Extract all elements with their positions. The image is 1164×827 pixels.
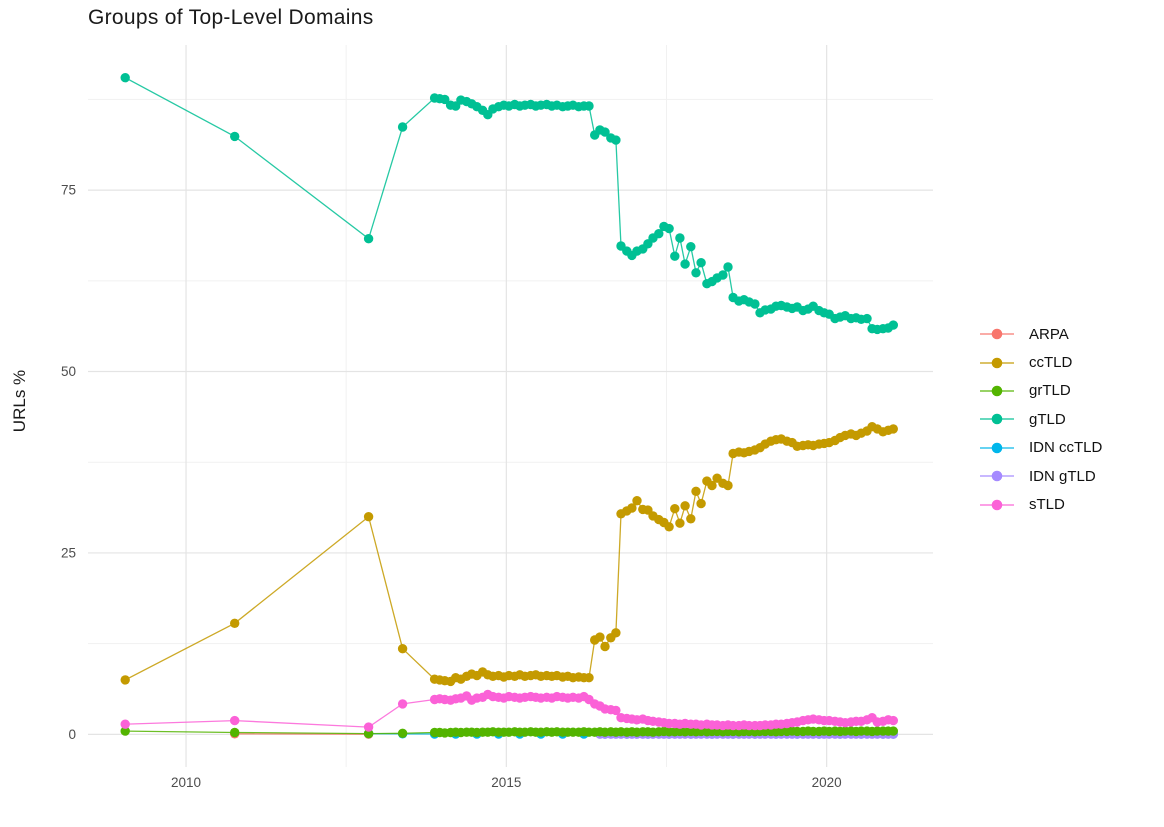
series-point-gtld <box>363 234 374 244</box>
series-point-gtld <box>675 233 685 243</box>
legend-item-grtld: grTLD <box>979 377 1102 405</box>
series-point-stld <box>611 705 621 716</box>
series-point-gtld <box>691 268 701 278</box>
series-point-cctld <box>888 424 898 434</box>
series-point-cctld <box>686 514 696 524</box>
series-point-gtld <box>584 101 594 111</box>
legend-key-dot <box>991 499 1003 510</box>
series-point-cctld <box>627 503 637 513</box>
series-point-cctld <box>707 480 717 491</box>
series-point-gtld <box>600 127 610 137</box>
series-point-cctld <box>363 512 374 522</box>
legend-key-idn-gtld <box>980 470 1014 482</box>
series-point-cctld <box>664 522 674 532</box>
legend-key-cctld <box>980 357 1014 368</box>
legend-label-arpa: ARPA <box>1029 325 1069 343</box>
series-point-grtld <box>888 726 898 736</box>
y-tick-label: 0 <box>68 727 76 742</box>
series-point-cctld <box>120 675 130 685</box>
legend-label-gtld: gTLD <box>1029 410 1066 428</box>
series-point-gtld <box>686 242 696 252</box>
legend-item-idn-cctld: IDN ccTLD <box>979 434 1102 462</box>
legend-key-dot <box>991 414 1003 425</box>
legend-label-idn-cctld: IDN ccTLD <box>1029 439 1103 457</box>
legend: ARPA ccTLD grTLD gTLD IDN ccTLD IDN gTLD sTLD <box>979 320 1102 519</box>
series-point-gtld <box>750 299 760 309</box>
legend-key-gtld <box>980 414 1014 425</box>
series-point-cctld <box>632 496 642 506</box>
series-point-gtld <box>862 313 872 324</box>
series-line-gtld <box>124 77 894 331</box>
x-tick-label: 2015 <box>491 775 521 790</box>
series-point-cctld <box>230 618 240 628</box>
legend-item-cctld: ccTLD <box>979 348 1102 376</box>
series-point-gtld <box>397 122 408 132</box>
legend-key-dot <box>991 328 1003 340</box>
series-point-cctld <box>584 673 594 683</box>
series-point-gtld <box>723 262 733 272</box>
series-point-grtld <box>363 728 374 739</box>
legend-key-dot <box>991 357 1003 368</box>
legend-item-gtld: gTLD <box>979 405 1102 433</box>
legend-label-stld: sTLD <box>1029 496 1065 514</box>
legend-key-dot <box>991 385 1003 397</box>
series-point-cctld <box>670 504 680 514</box>
legend-key-stld <box>980 499 1014 510</box>
legend-item-idn-gtld: IDN gTLD <box>979 462 1102 490</box>
legend-key-dot <box>991 442 1003 454</box>
series-point-gtld <box>120 73 130 83</box>
series-point-cctld <box>696 498 706 509</box>
x-tick-label: 2020 <box>812 775 842 790</box>
legend-key-idn-cctld <box>980 442 1014 454</box>
x-tick-label: 2010 <box>171 775 201 790</box>
series-point-gtld <box>888 320 898 330</box>
y-tick-label: 50 <box>61 364 76 379</box>
series-point-gtld <box>696 258 706 268</box>
series-point-cctld <box>675 518 685 528</box>
series-point-gtld <box>611 135 621 145</box>
series-point-stld <box>120 719 130 729</box>
series-point-gtld <box>718 270 728 280</box>
series-point-cctld <box>595 632 605 642</box>
series-point-grtld <box>120 726 130 736</box>
legend-key-arpa <box>980 328 1014 340</box>
legend-label-cctld: ccTLD <box>1029 354 1073 372</box>
legend-item-arpa: ARPA <box>979 320 1102 348</box>
series-point-gtld <box>664 223 674 234</box>
series-point-gtld <box>680 259 690 269</box>
series-point-stld <box>397 699 408 709</box>
series-point-cctld <box>723 480 733 491</box>
legend-label-idn-gtld: IDN gTLD <box>1029 467 1096 485</box>
series-point-gtld <box>440 94 450 105</box>
legend-key-grtld <box>980 385 1014 397</box>
series-point-stld <box>230 715 240 726</box>
series-point-cctld <box>600 641 610 652</box>
series-point-grtld <box>230 727 240 738</box>
y-tick-label: 25 <box>61 545 76 560</box>
legend-label-grtld: grTLD <box>1029 382 1071 400</box>
series-point-grtld <box>397 728 408 738</box>
series-point-stld <box>888 715 898 726</box>
series-point-gtld <box>654 229 664 239</box>
y-tick-label: 75 <box>61 183 76 198</box>
series-point-gtld <box>230 131 240 142</box>
series-point-cctld <box>680 501 690 511</box>
series-point-cctld <box>397 644 408 654</box>
series-point-stld <box>363 722 374 732</box>
legend-key-dot <box>991 470 1003 482</box>
legend-item-stld: sTLD <box>979 490 1102 518</box>
series-point-gtld <box>670 251 680 261</box>
series-point-cctld <box>691 486 701 496</box>
chart-title: Groups of Top-Level Domains <box>88 6 374 29</box>
series-point-cctld <box>611 628 621 638</box>
